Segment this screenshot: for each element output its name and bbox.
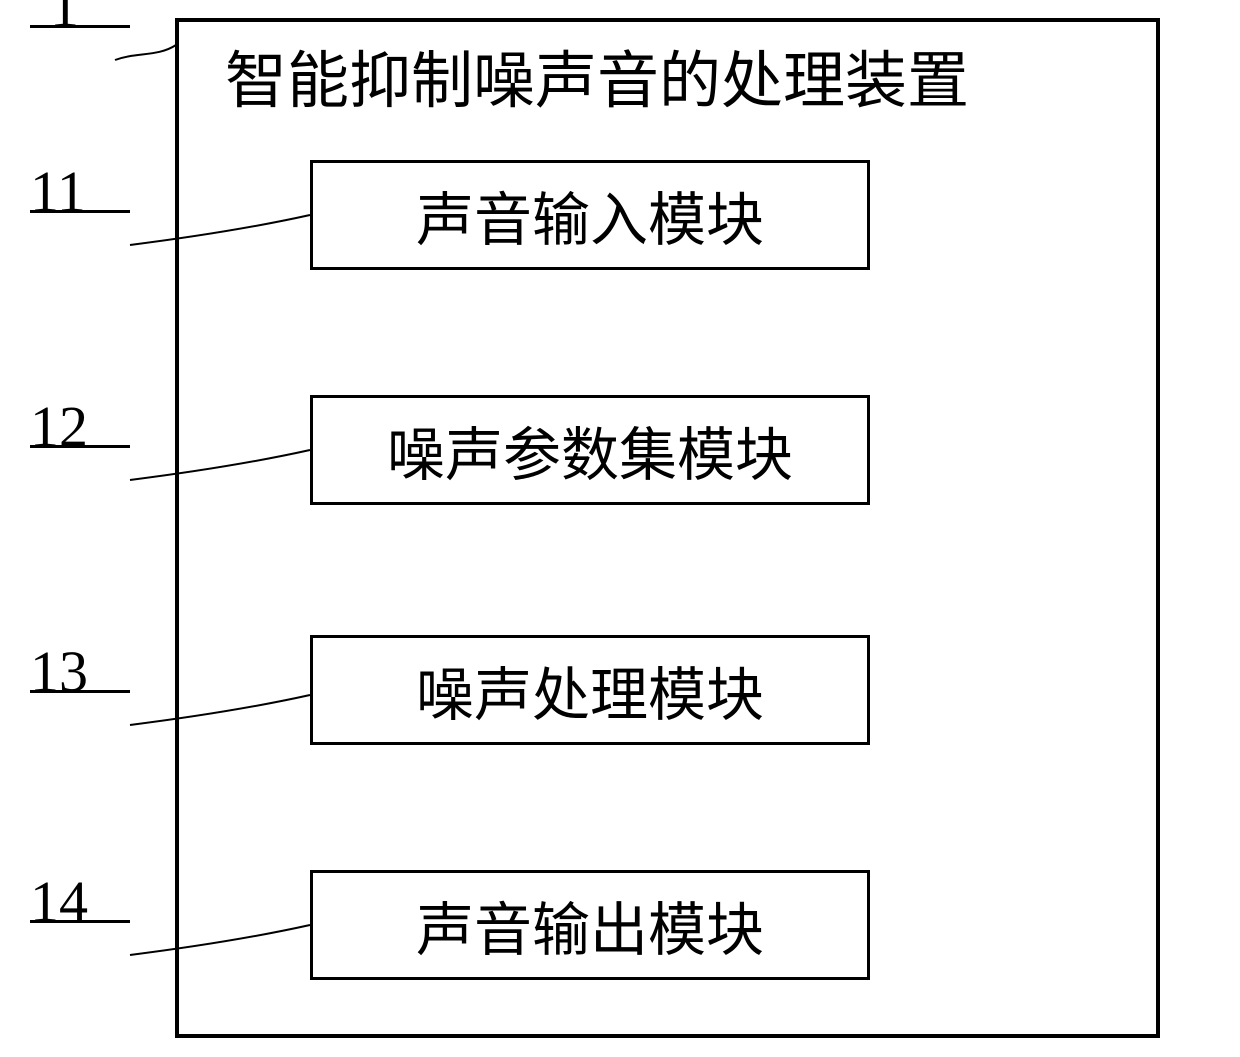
ref-label-14: 14 [30, 868, 88, 935]
device-title: 智能抑制噪声音的处理装置 [225, 30, 969, 120]
module-noise-param-set: 噪声参数集模块 [310, 395, 870, 505]
ref-label-13-underline [30, 690, 130, 693]
module-sound-output-text: 声音输出模块 [416, 883, 764, 967]
module-noise-processing-text: 噪声处理模块 [416, 648, 764, 732]
ref-label-14-underline [30, 920, 130, 923]
ref-label-13: 13 [30, 638, 88, 705]
ref-label-12-underline [30, 445, 130, 448]
diagram-stage: 智能抑制噪声音的处理装置 1 声音输入模块 11 噪声参数集模块 12 噪声处理模块 13… [0, 0, 1240, 1057]
module-noise-processing: 噪声处理模块 [310, 635, 870, 745]
ref-label-1-underline [30, 25, 130, 28]
module-sound-output: 声音输出模块 [310, 870, 870, 980]
ref-label-11: 11 [30, 158, 86, 225]
module-sound-input: 声音输入模块 [310, 160, 870, 270]
ref-label-12: 12 [30, 393, 88, 460]
ref-label-11-underline [30, 210, 130, 213]
ref-label-1: 1 [50, 0, 79, 40]
module-sound-input-text: 声音输入模块 [416, 173, 764, 257]
module-noise-param-set-text: 噪声参数集模块 [387, 408, 793, 492]
